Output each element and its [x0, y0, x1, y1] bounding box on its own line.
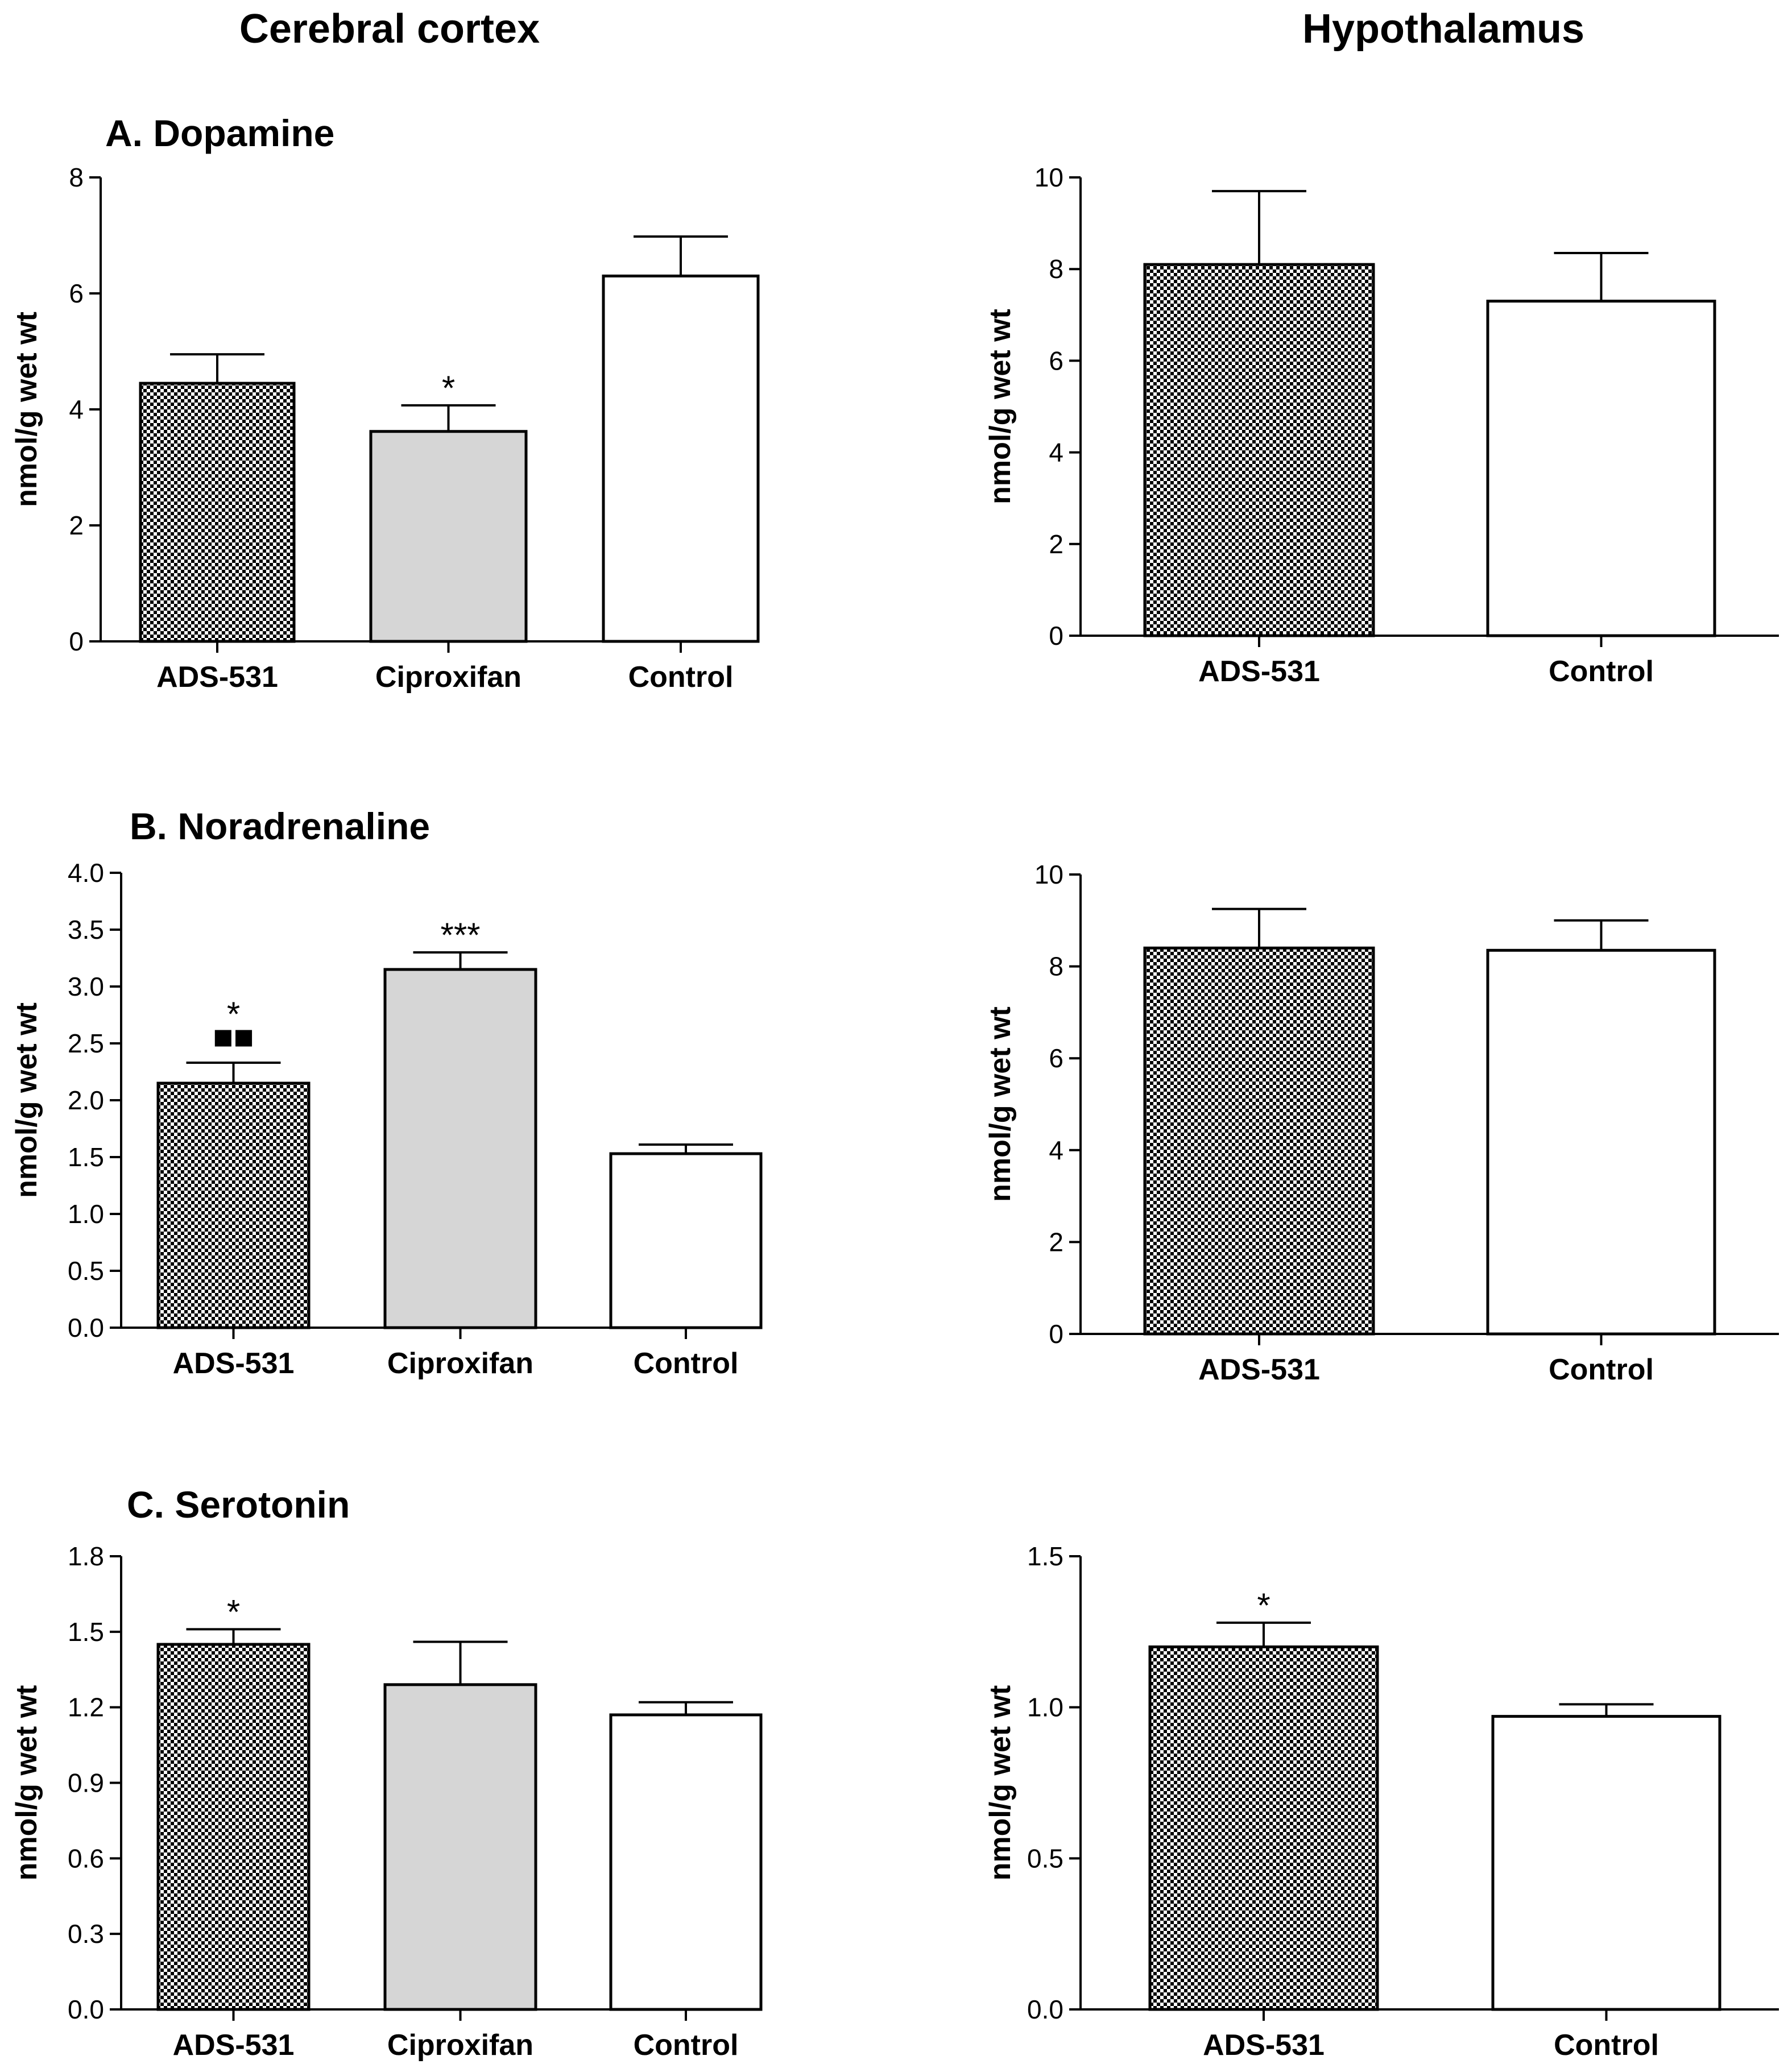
bar — [609, 1713, 763, 2011]
y-tick-label: 0 — [1049, 1319, 1063, 1349]
column-title-left: Cerebral cortex — [239, 6, 540, 52]
bar — [1143, 263, 1375, 637]
y-tick-label: 0.0 — [68, 1995, 104, 2024]
y-tick-label: 2 — [1049, 529, 1063, 559]
bar — [609, 1152, 763, 1329]
y-tick-label: 1.2 — [68, 1693, 104, 1722]
y-tick-label: 3.5 — [68, 915, 104, 944]
column-title-right: Hypothalamus — [1302, 6, 1584, 52]
y-axis-label: nmol/g wet wt — [10, 1685, 43, 1881]
y-tick-label: 0.6 — [68, 1843, 104, 1873]
y-axis-label: nmol/g wet wt — [984, 1685, 1017, 1881]
y-tick-label: 4 — [1049, 438, 1063, 467]
y-tick-label: 2.5 — [68, 1029, 104, 1058]
x-tick-label: Ciproxifan — [387, 1347, 533, 1380]
y-tick-label: 1.8 — [68, 1541, 104, 1571]
bar — [1486, 948, 1716, 1336]
bar — [383, 1683, 537, 2011]
significance-marker: * — [1257, 1586, 1270, 1624]
y-axis-label: nmol/g wet wt — [984, 309, 1017, 504]
bar — [156, 1081, 311, 1329]
significance-marker: * — [442, 369, 455, 407]
chart-title: B. Noradrenaline — [130, 805, 430, 847]
y-tick-label: 4.0 — [68, 858, 104, 888]
chart-dopamine-cortex: A. Dopamine nmol/g wet wt 0 2 4 6 8 ADS-531 Cipr… — [10, 112, 760, 694]
chart-title: C. Serotonin — [127, 1483, 350, 1526]
y-tick-label: 0.5 — [1027, 1843, 1063, 1873]
y-tick-label: 4 — [1049, 1135, 1063, 1165]
significance-marker: *** — [440, 916, 480, 954]
bar — [1486, 300, 1716, 637]
y-tick-label: 0.9 — [68, 1768, 104, 1798]
x-tick-label: ADS-531 — [1198, 655, 1320, 688]
y-tick-label: 0.5 — [68, 1256, 104, 1286]
chart-serotonin-hypothalamus: nmol/g wet wt 0.0 0.5 1.0 1.5 ADS-531 Control * — [984, 1541, 1779, 2062]
y-tick-label: 0 — [69, 627, 84, 656]
chart-noradrenaline-cortex: B. Noradrenaline nmol/g wet wt 0.0 0.5 1.0 1.… — [10, 805, 763, 1380]
y-tick-label: 2 — [1049, 1227, 1063, 1257]
chart-dopamine-hypothalamus: nmol/g wet wt 0 2 4 6 8 10 ADS-531 Control — [984, 163, 1779, 688]
y-tick-label: 0.0 — [1027, 1995, 1063, 2024]
bar — [1491, 1715, 1721, 2011]
charts: A. Dopamine nmol/g wet wt 0 2 4 6 8 ADS-531 Cipr… — [10, 112, 1779, 2062]
y-tick-label: 6 — [69, 279, 84, 308]
bar — [1148, 1645, 1379, 2011]
y-tick-label: 10 — [1034, 860, 1063, 889]
y-tick-label: 6 — [1049, 346, 1063, 375]
y-tick-label: 1.0 — [1027, 1693, 1063, 1722]
y-tick-label: 2 — [69, 511, 84, 540]
y-tick-label: 10 — [1034, 163, 1063, 192]
y-tick-label: 8 — [69, 163, 84, 192]
x-tick-label: Ciproxifan — [375, 661, 522, 694]
y-axis-label: nmol/g wet wt — [10, 1002, 43, 1198]
x-tick-label: Ciproxifan — [387, 2029, 533, 2062]
y-tick-label: 2.0 — [68, 1085, 104, 1115]
y-tick-label: 0 — [1049, 621, 1063, 650]
bar — [156, 1643, 311, 2011]
bar — [383, 968, 537, 1329]
y-tick-label: 0.0 — [68, 1313, 104, 1342]
chart-serotonin-cortex: C. Serotonin nmol/g wet wt 0.0 0.3 0.6 0.9 1.2… — [10, 1483, 763, 2062]
x-tick-label: ADS-531 — [173, 1347, 295, 1380]
x-tick-label: ADS-531 — [173, 2029, 295, 2062]
x-tick-label: ADS-531 — [1203, 2029, 1325, 2062]
chart-noradrenaline-hypothalamus: nmol/g wet wt 0 2 4 6 8 10 ADS-531 Control — [984, 860, 1779, 1386]
y-tick-label: 8 — [1049, 254, 1063, 284]
x-tick-label: ADS-531 — [1198, 1353, 1320, 1386]
significance-marker: * — [227, 1593, 240, 1631]
x-tick-label: ADS-531 — [156, 661, 278, 694]
significance-marker: * — [227, 995, 240, 1033]
y-tick-label: 1.5 — [1027, 1541, 1063, 1571]
bar — [1143, 946, 1375, 1336]
y-tick-label: 0.3 — [68, 1919, 104, 1949]
y-axis-label: nmol/g wet wt — [10, 312, 43, 507]
y-tick-label: 1.0 — [68, 1199, 104, 1229]
x-tick-label: Control — [1554, 2029, 1659, 2062]
x-tick-label: Control — [628, 661, 734, 694]
y-tick-label: 6 — [1049, 1043, 1063, 1073]
x-tick-label: Control — [634, 2029, 739, 2062]
y-axis-label: nmol/g wet wt — [984, 1006, 1017, 1202]
x-tick-label: Control — [1549, 655, 1654, 688]
bar — [602, 274, 760, 643]
y-tick-label: 1.5 — [68, 1142, 104, 1172]
significance-squares: ■■ — [213, 1018, 254, 1056]
y-tick-label: 8 — [1049, 952, 1063, 981]
chart-title: A. Dopamine — [105, 112, 334, 154]
bar — [369, 430, 528, 643]
x-tick-label: Control — [1549, 1353, 1654, 1386]
y-tick-label: 1.5 — [68, 1617, 104, 1647]
y-tick-label: 3.0 — [68, 972, 104, 1001]
bar — [139, 382, 296, 643]
y-tick-label: 4 — [69, 395, 84, 424]
x-tick-label: Control — [634, 1347, 739, 1380]
